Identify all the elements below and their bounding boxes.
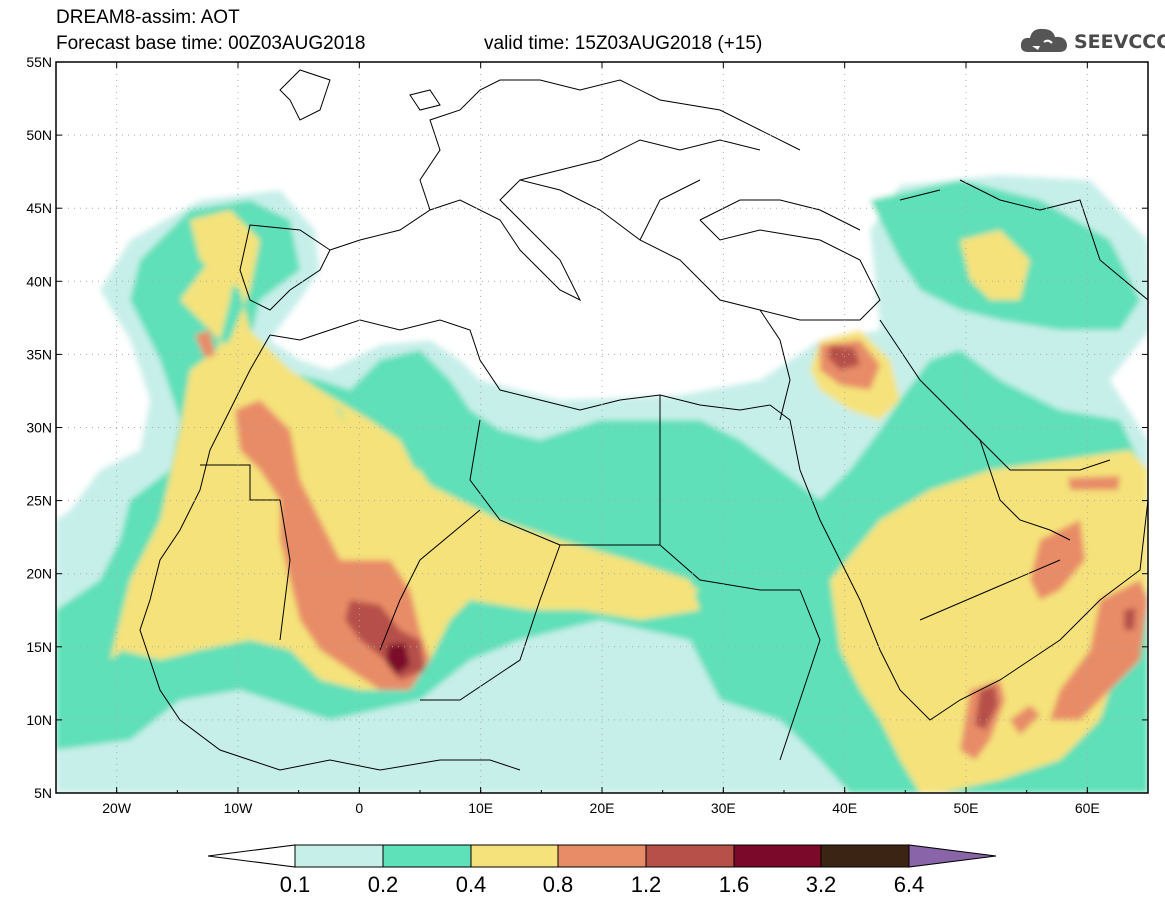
lon-label: 30E bbox=[711, 800, 736, 816]
lon-label: 20E bbox=[590, 800, 615, 816]
longitude-labels: 20W 10W 0 10E 20E 30E 40E 50E 60E bbox=[102, 800, 1100, 816]
colorbar-bin-7 bbox=[820, 844, 910, 868]
graticule bbox=[56, 62, 1148, 793]
axis-ticks bbox=[55, 61, 1149, 794]
colorbar-label-2: 0.2 bbox=[367, 872, 399, 897]
coastlines bbox=[139, 69, 1148, 771]
logo-text: SEEVCCC bbox=[1074, 31, 1165, 53]
lat-label: 50N bbox=[26, 127, 52, 143]
colorbar bbox=[207, 844, 997, 868]
latitude-labels: 5N 10N 15N 20N 25N 30N 35N 40N 45N 50N 55N bbox=[26, 54, 52, 801]
colorbar-label-5: 1.2 bbox=[630, 872, 662, 897]
colorbar-bin-2 bbox=[382, 844, 472, 868]
lat-label: 25N bbox=[26, 493, 52, 509]
cloud-icon bbox=[1020, 28, 1067, 52]
title-base-time: Forecast base time: 00Z03AUG2018 bbox=[56, 33, 366, 54]
lat-label: 30N bbox=[26, 420, 52, 436]
lat-label: 45N bbox=[26, 200, 52, 216]
lat-label: 35N bbox=[26, 346, 52, 362]
colorbar-bin-6 bbox=[733, 844, 822, 868]
title-product: DREAM8-assim: AOT bbox=[56, 7, 240, 28]
lat-label: 15N bbox=[26, 639, 52, 655]
colorbar-label-3: 0.4 bbox=[455, 872, 487, 897]
lon-label: 60E bbox=[1075, 800, 1100, 816]
colorbar-bin-1 bbox=[294, 844, 384, 868]
lon-label: 40E bbox=[832, 800, 857, 816]
lon-label: 0 bbox=[355, 800, 363, 816]
aot-shading bbox=[56, 62, 1148, 793]
lon-label: 10E bbox=[468, 800, 493, 816]
seevccc-logo: SEEVCCC bbox=[1018, 22, 1165, 58]
lon-label: 50E bbox=[954, 800, 979, 816]
lat-label: 20N bbox=[26, 566, 52, 582]
colorbar-label-1: 0.1 bbox=[279, 872, 311, 897]
colorbar-label-7: 3.2 bbox=[805, 872, 837, 897]
colorbar-bin-3 bbox=[470, 844, 559, 868]
colorbar-label-4: 0.8 bbox=[542, 872, 574, 897]
colorbar-below-triangle bbox=[207, 844, 296, 868]
colorbar-label-8: 6.4 bbox=[893, 872, 925, 897]
lat-label: 10N bbox=[26, 712, 52, 728]
lat-label: 55N bbox=[26, 54, 52, 70]
colorbar-above-triangle bbox=[908, 844, 997, 868]
colorbar-label-6: 1.6 bbox=[718, 872, 750, 897]
colorbar-bin-4 bbox=[557, 844, 647, 868]
lat-label: 5N bbox=[34, 785, 52, 801]
lon-label: 10W bbox=[224, 800, 254, 816]
lat-label: 40N bbox=[26, 273, 52, 289]
colorbar-bin-5 bbox=[645, 844, 735, 868]
lon-label: 20W bbox=[102, 800, 132, 816]
title-valid-time: valid time: 15Z03AUG2018 (+15) bbox=[484, 33, 763, 54]
